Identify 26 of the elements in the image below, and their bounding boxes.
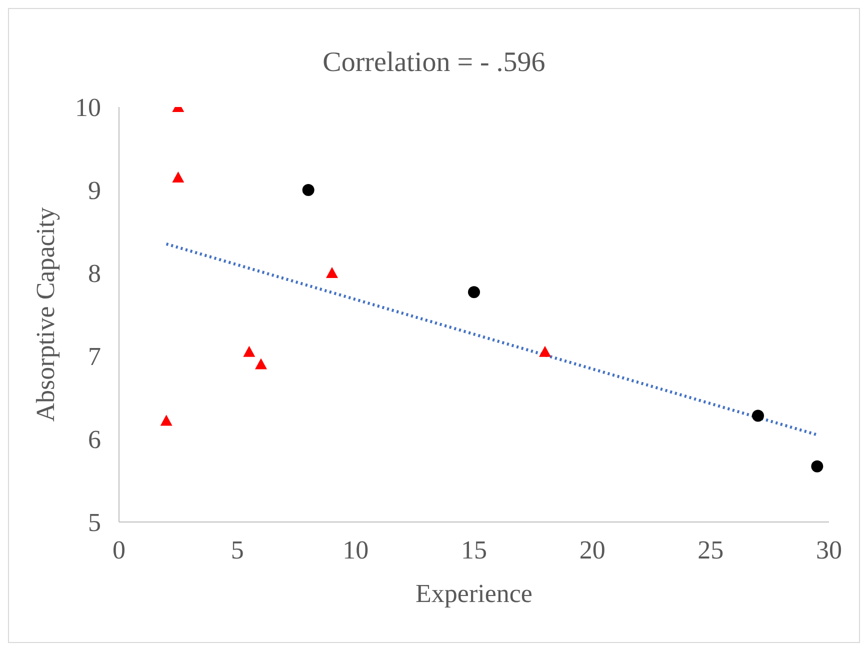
- y-tick-label: 9: [88, 176, 101, 206]
- point: [326, 267, 338, 278]
- point: [468, 286, 480, 298]
- y-tick-label: 6: [88, 425, 101, 454]
- x-tick-label: 0: [112, 535, 126, 564]
- x-tick-label: 20: [579, 535, 606, 564]
- y-axis-title: Absorptive Capacity: [31, 207, 60, 422]
- point: [243, 346, 256, 357]
- point: [172, 172, 184, 183]
- x-tick-label: 5: [230, 535, 244, 564]
- x-tick-label: 10: [342, 535, 369, 564]
- chart-title: Correlation = - .596: [322, 47, 546, 79]
- x-tick-label: 30: [816, 535, 842, 564]
- point: [811, 460, 824, 472]
- point: [752, 410, 764, 422]
- point: [255, 358, 267, 370]
- x-tick-label: 25: [698, 535, 724, 564]
- x-tick-label: 15: [461, 535, 487, 564]
- point: [539, 346, 551, 357]
- x-axis-title: Experience: [416, 579, 532, 608]
- point: [302, 184, 314, 196]
- y-tick-label: 10: [75, 93, 101, 122]
- y-tick-label: 5: [88, 508, 101, 538]
- point: [160, 414, 172, 426]
- y-tick-label: 7: [88, 342, 101, 372]
- y-tick-label: 8: [88, 259, 101, 288]
